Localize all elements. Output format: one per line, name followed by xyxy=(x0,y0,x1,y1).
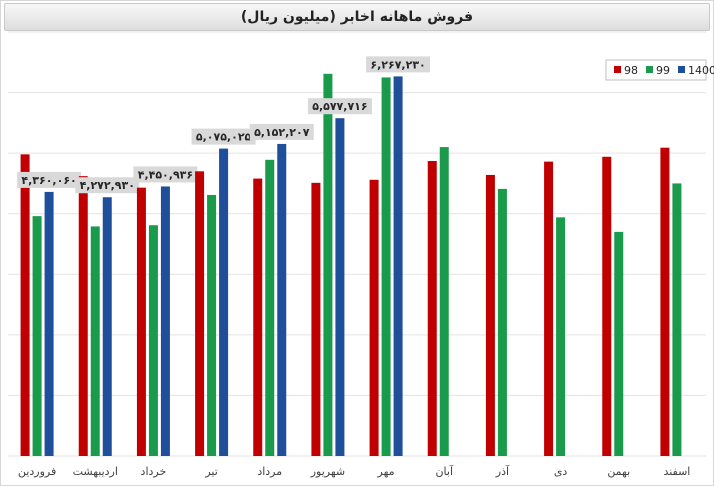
data-label-box xyxy=(17,171,82,188)
category-label: اسفند xyxy=(663,465,690,478)
bar xyxy=(277,143,287,456)
bar xyxy=(485,174,495,456)
bar xyxy=(381,77,391,456)
bar xyxy=(556,217,566,456)
legend-swatch xyxy=(614,66,621,73)
category-label: تیر xyxy=(204,465,217,478)
bar xyxy=(323,73,333,457)
bar xyxy=(207,194,217,457)
legend-swatch xyxy=(678,66,685,73)
bar xyxy=(602,156,612,456)
data-label-box xyxy=(191,128,256,145)
bar xyxy=(195,171,205,457)
bar xyxy=(148,225,158,456)
bar xyxy=(20,154,30,456)
bar xyxy=(369,179,379,456)
data-label-box xyxy=(366,56,431,73)
data-label: ۵,۰۷۵,۰۲۵ xyxy=(196,131,252,144)
data-label: ۵,۱۵۲,۲۰۷ xyxy=(254,126,310,139)
bar xyxy=(253,178,263,456)
legend-label: 99 xyxy=(656,64,670,77)
legend-box xyxy=(605,59,707,81)
data-label-box xyxy=(249,123,314,140)
bar xyxy=(614,231,624,456)
data-label-box xyxy=(133,166,198,183)
bar xyxy=(265,159,275,456)
category-label: بهمن xyxy=(607,465,630,478)
data-label: ۴,۳۶۰,۰۶۰ xyxy=(21,174,76,187)
bar xyxy=(672,183,682,456)
bar xyxy=(311,182,321,456)
category-label: مرداد xyxy=(257,465,282,478)
bar xyxy=(136,187,146,456)
bar xyxy=(335,118,345,456)
data-label: ۵,۵۷۷,۷۱۶ xyxy=(312,100,367,113)
data-label: ۶,۲۶۷,۲۳۰ xyxy=(370,58,425,71)
legend-label: 1400 xyxy=(688,64,714,77)
bar xyxy=(439,147,449,457)
bar xyxy=(90,226,100,456)
bar xyxy=(32,216,42,456)
legend-label: 98 xyxy=(624,64,638,77)
bar xyxy=(78,176,88,456)
data-label-box xyxy=(307,98,372,115)
category-label: آذر xyxy=(495,464,510,478)
category-label: مهر xyxy=(377,465,395,478)
category-label: دی xyxy=(554,465,568,478)
bar xyxy=(160,186,170,456)
bar xyxy=(427,161,437,456)
legend-swatch xyxy=(646,66,653,73)
bar xyxy=(393,76,403,456)
category-label: فروردین xyxy=(18,465,56,478)
data-label: ۴,۴۵۰,۹۳۶ xyxy=(138,168,193,181)
category-label: خرداد xyxy=(141,465,167,478)
bar xyxy=(497,188,507,456)
bar xyxy=(660,147,670,457)
bar xyxy=(544,161,554,456)
data-label-box xyxy=(75,177,140,194)
bar xyxy=(44,191,54,456)
category-label: شهریور xyxy=(310,465,345,478)
bar xyxy=(219,148,229,456)
category-label: اردیبهشت xyxy=(73,465,118,478)
bar xyxy=(102,197,112,456)
category-label: آبان xyxy=(435,464,453,478)
chart-title: فروش ماهانه اخابر (میلیون ریال) xyxy=(4,3,710,31)
data-label: ۴,۲۷۲,۹۳۰ xyxy=(80,179,135,192)
